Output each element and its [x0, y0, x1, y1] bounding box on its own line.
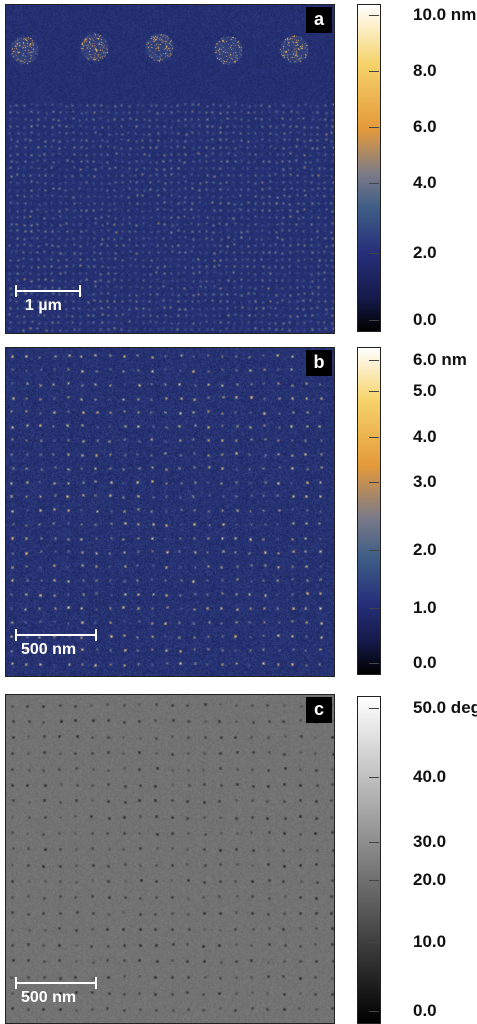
colorbar-tick-mark — [369, 663, 379, 664]
panel-label-b: b — [306, 350, 332, 376]
colorbar-c — [357, 696, 381, 1024]
scale-bar-line-c — [15, 977, 97, 989]
colorbar-tick-mark — [369, 127, 379, 128]
colorbar-tick-mark — [369, 880, 379, 881]
colorbar-tick-mark — [369, 482, 379, 483]
colorbar-tick-mark — [369, 360, 379, 361]
scale-bar-label-b: 500 nm — [21, 641, 77, 658]
colorbar-a — [357, 4, 381, 332]
colorbar-tick-mark — [369, 708, 379, 709]
colorbar-tick-label: 3.0 — [413, 472, 437, 491]
height-map-canvas-b — [6, 348, 334, 676]
afm-height-image-b: b 500 nm — [5, 347, 335, 677]
colorbar-tick-label: 2.0 — [413, 540, 437, 559]
colorbar-tick-mark — [369, 608, 379, 609]
colorbar-tick-mark — [369, 253, 379, 254]
colorbar-tick-label: 20.0 — [413, 870, 447, 889]
scale-bar-c: 500 nm — [15, 974, 115, 1014]
colorbar-tick-label: 4.0 — [413, 173, 437, 192]
colorbar-tick-label: 5.0 — [413, 381, 437, 400]
colorbar-tick-label: 4.0 — [413, 427, 437, 446]
phase-map-canvas-c — [6, 695, 334, 1023]
panel-label-a: a — [306, 7, 332, 33]
colorbar-tick-mark — [369, 15, 379, 16]
colorbar-tick-mark — [369, 391, 379, 392]
colorbar-tick-mark — [369, 183, 379, 184]
colorbar-tick-label: 2.0 — [413, 243, 437, 262]
afm-phase-image-c: c 500 nm — [5, 694, 335, 1024]
scale-bar-label-a: 1 µm — [25, 297, 62, 314]
height-map-canvas-a — [6, 5, 334, 333]
colorbar-tick-mark — [369, 777, 379, 778]
scale-bar-line-b — [15, 629, 97, 641]
scale-bar-line-a — [15, 285, 81, 297]
colorbar-tick-label: 6.0 nm — [413, 350, 467, 369]
colorbar-tick-label: 0.0 — [413, 310, 437, 329]
colorbar-tick-mark — [369, 320, 379, 321]
colorbar-tick-label: 10.0 nm — [413, 5, 477, 24]
colorbar-tick-label: 10.0 — [413, 932, 447, 951]
scale-bar-label-c: 500 nm — [21, 989, 77, 1006]
colorbar-tick-mark — [369, 71, 379, 72]
colorbar-tick-label: 6.0 — [413, 117, 437, 136]
colorbar-tick-label: 50.0 deg — [413, 698, 477, 717]
colorbar-tick-label: 1.0 — [413, 598, 437, 617]
colorbar-tick-label: 40.0 — [413, 767, 447, 786]
colorbar-b — [357, 347, 381, 675]
scale-bar-b: 500 nm — [15, 626, 115, 666]
colorbar-tick-mark — [369, 550, 379, 551]
colorbar-tick-mark — [369, 1011, 379, 1012]
colorbar-tick-mark — [369, 437, 379, 438]
colorbar-tick-label: 8.0 — [413, 61, 437, 80]
colorbar-tick-label: 30.0 — [413, 832, 447, 851]
colorbar-tick-label: 0.0 — [413, 653, 437, 672]
panel-label-c: c — [306, 697, 332, 723]
colorbar-tick-label: 0.0 — [413, 1001, 437, 1020]
scale-bar-a: 1 µm — [15, 282, 95, 322]
colorbar-tick-mark — [369, 842, 379, 843]
colorbar-tick-mark — [369, 942, 379, 943]
afm-height-image-a: a 1 µm — [5, 4, 335, 334]
